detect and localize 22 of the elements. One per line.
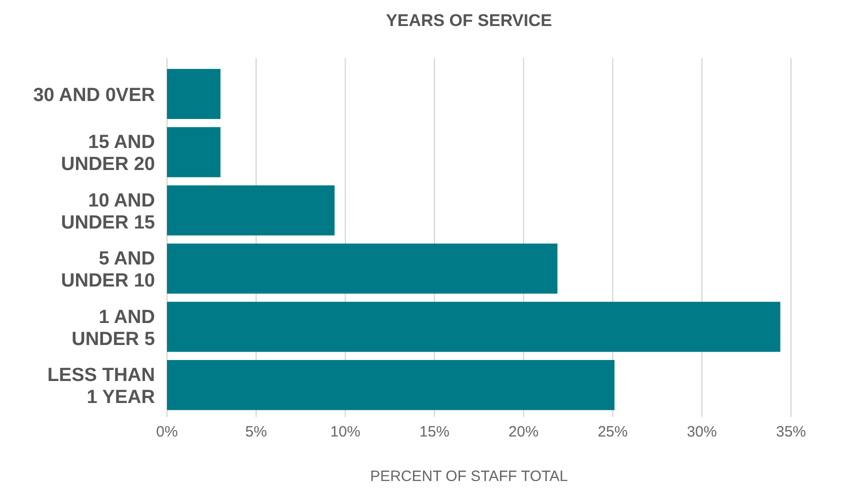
bar xyxy=(167,244,558,294)
bar xyxy=(167,185,335,236)
x-tick-label: 15% xyxy=(419,424,450,441)
chart-title: YEARS OF SERVICE xyxy=(386,11,552,30)
x-tick-label: 20% xyxy=(508,424,539,441)
x-tick-label: 5% xyxy=(245,424,267,441)
bar xyxy=(167,302,780,352)
x-tick-label: 30% xyxy=(686,424,717,441)
y-tick-label: 15 AND UNDER 20 xyxy=(61,132,155,176)
y-tick-label: 5 AND UNDER 10 xyxy=(61,248,155,292)
y-tick-label: LESS THAN 1 YEAR xyxy=(47,365,156,408)
y-tick-label: 10 AND UNDER 15 xyxy=(61,190,156,234)
x-tick-label: 35% xyxy=(776,424,806,441)
y-tick-label: 30 AND 0VER xyxy=(33,84,156,106)
x-axis-title: PERCENT OF STAFF TOTAL xyxy=(370,468,568,485)
bar xyxy=(167,68,220,119)
x-tick-label: 10% xyxy=(330,424,360,441)
x-tick-label: 0% xyxy=(156,424,178,441)
bar xyxy=(167,360,614,410)
x-tick-label: 25% xyxy=(598,424,628,441)
y-tick-label: 1 AND UNDER 5 xyxy=(72,306,156,350)
bar xyxy=(167,127,220,178)
